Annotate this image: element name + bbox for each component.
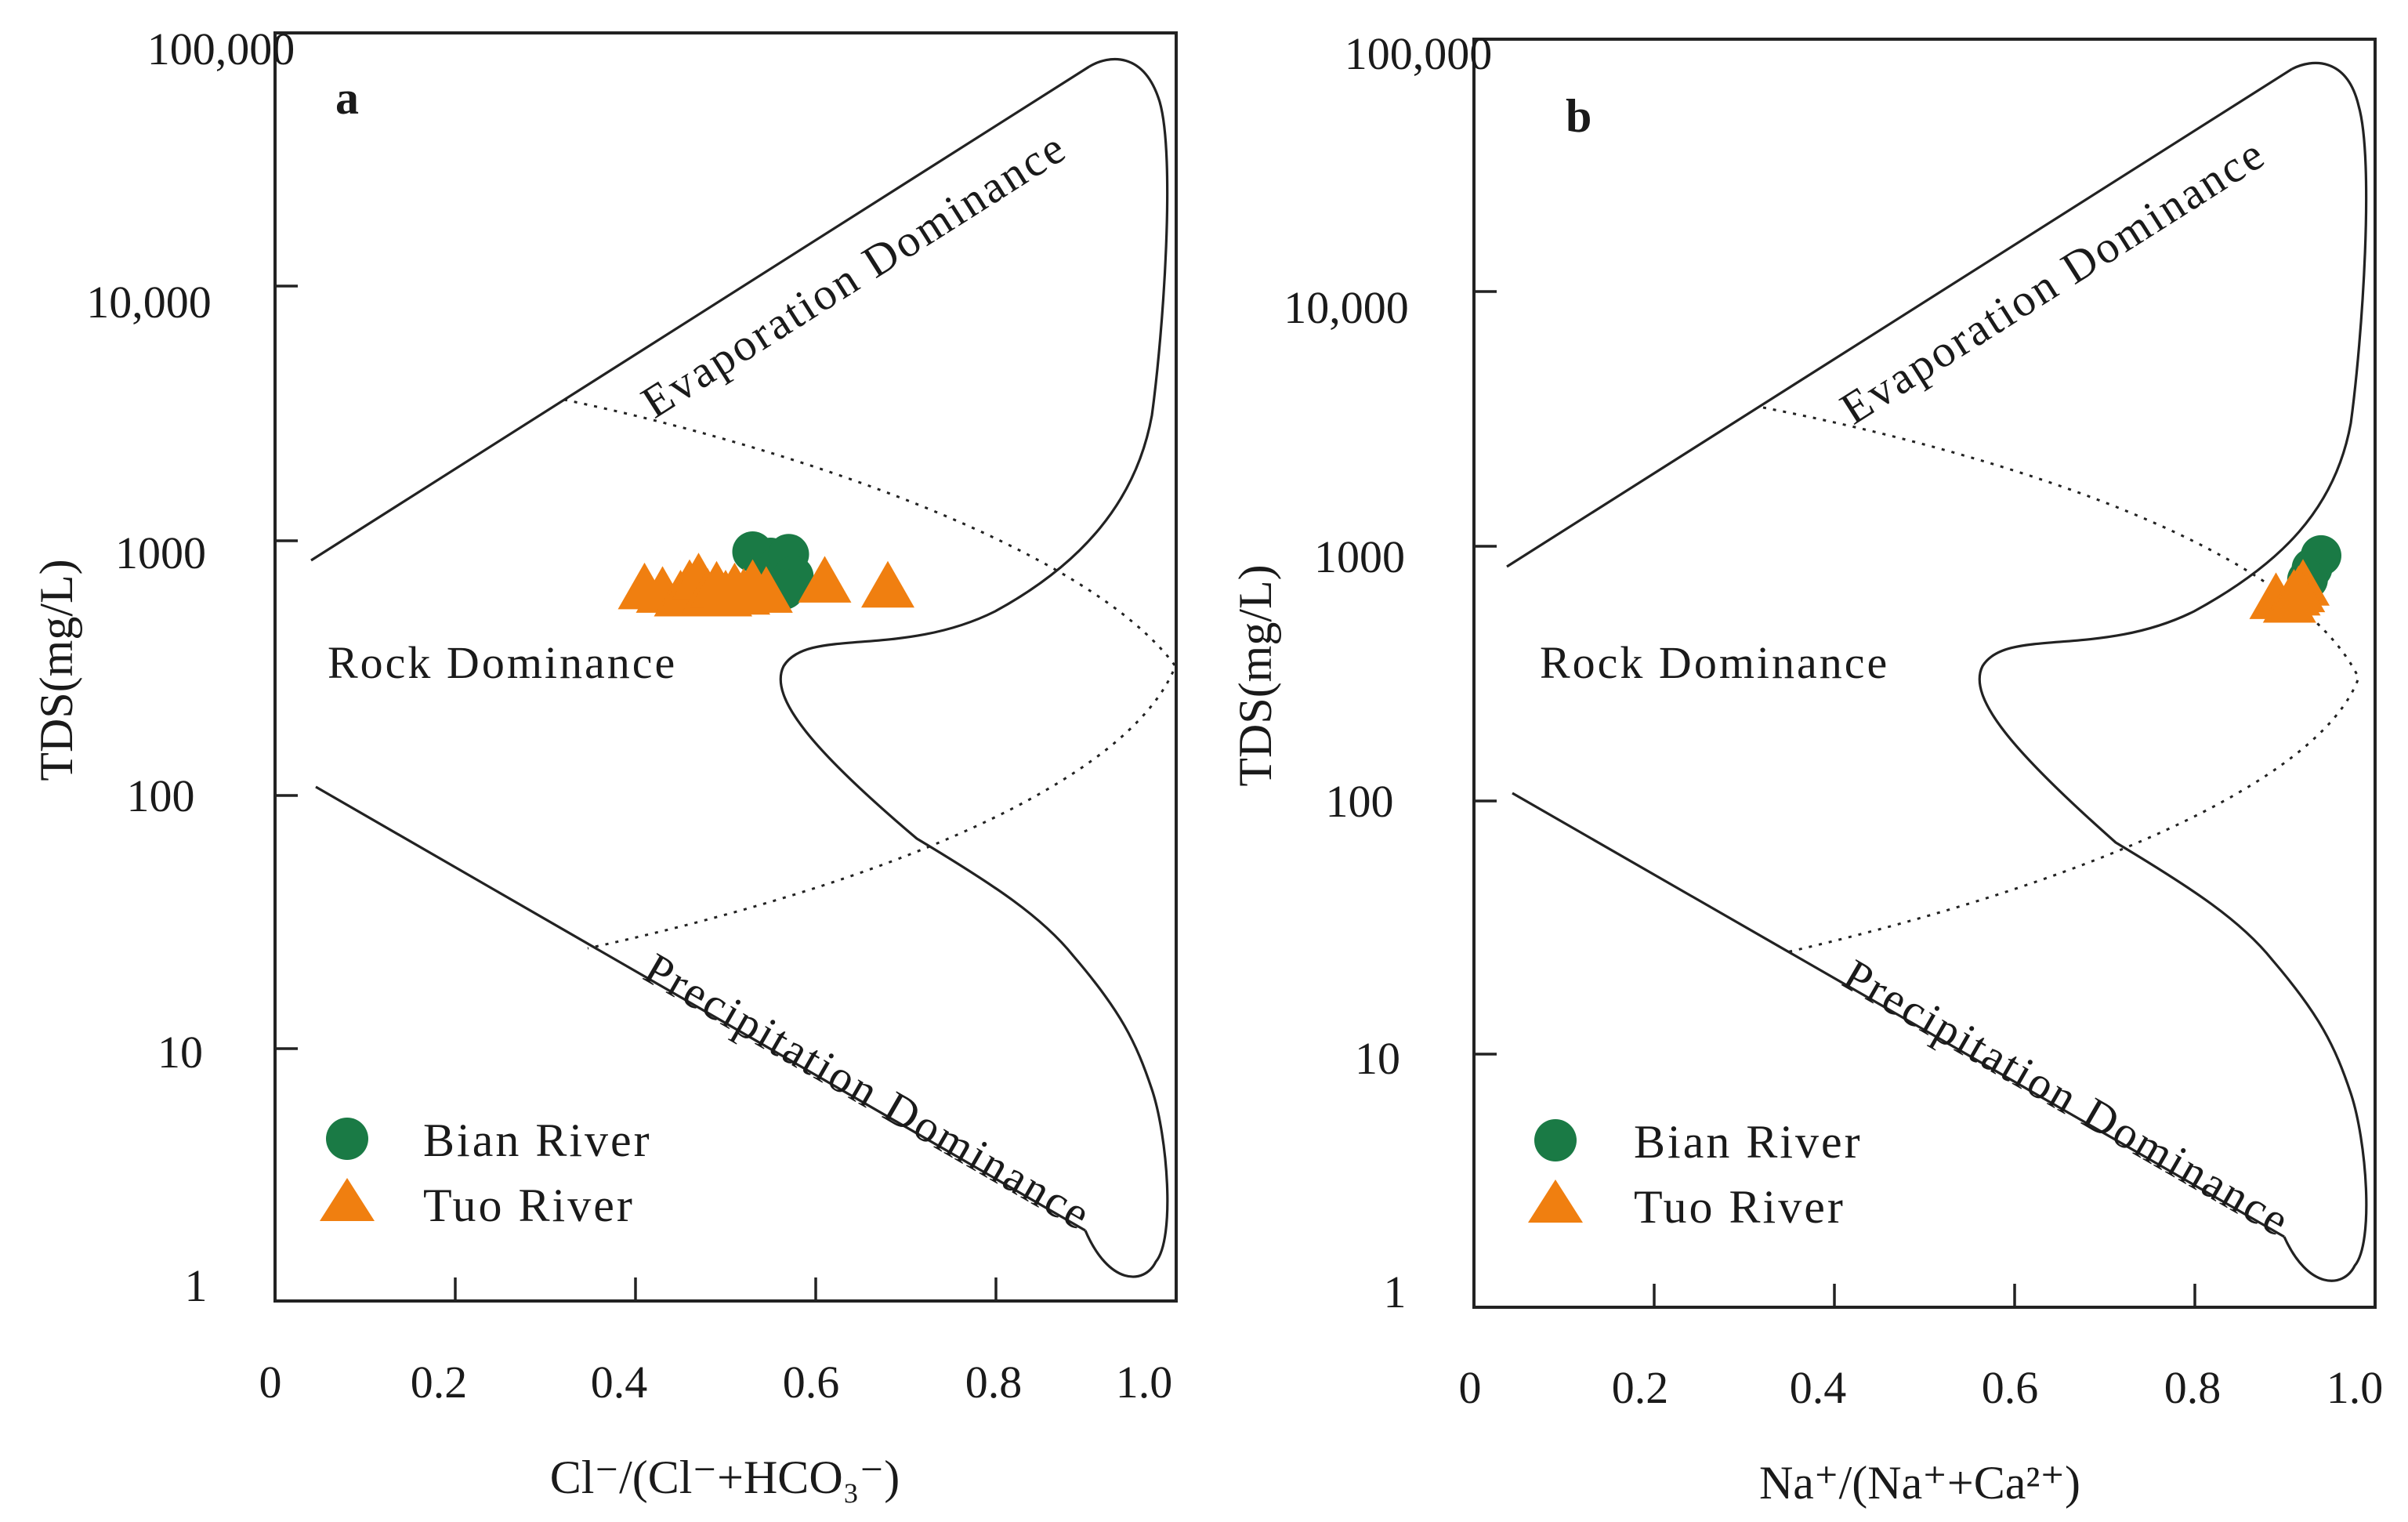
legend-tuo-marker <box>320 1178 375 1221</box>
data-points-panel-a <box>617 531 914 617</box>
y-tick-label: 1 <box>1384 1267 1407 1317</box>
legend-tuo-marker <box>1528 1180 1583 1223</box>
x-tick-label: 0 <box>259 1357 282 1408</box>
y-axis-title: TDS(mg/L) <box>31 559 82 781</box>
y-tick-label: 100,000 <box>147 24 295 74</box>
gibbs-envelope-curve <box>1978 61 2368 1282</box>
precipitation-boundary-line <box>1512 792 2285 1238</box>
evaporation-boundary-line <box>1506 67 2293 568</box>
y-tick-label: 1000 <box>115 527 206 578</box>
x-axis-title: Cl⁻/(Cl⁻+HCO₃⁻) <box>550 1451 900 1503</box>
precipitation-dominance-label: Precipitation Dominance <box>636 943 1101 1241</box>
plot-frame <box>1472 38 2377 1309</box>
precipitation-dominance-label: Precipitation Dominance <box>1835 949 2300 1247</box>
y-tick-label: 100 <box>1326 776 1394 827</box>
y-tick-label: 100,000 <box>1345 28 1493 79</box>
y-tick-label: 10,000 <box>86 277 212 328</box>
x-tick-label: 0.6 <box>783 1357 840 1408</box>
tuo-river-point <box>2272 565 2326 613</box>
x-tick-label: 0 <box>1459 1362 1482 1413</box>
x-tick-label: 0.8 <box>2164 1362 2222 1413</box>
legend-bian-label: Bian River <box>423 1114 652 1166</box>
y-tick-label: 10 <box>158 1027 203 1078</box>
evaporation-boundary-line <box>310 65 1090 562</box>
legend-tuo-label: Tuo River <box>423 1180 635 1231</box>
y-tick-label: 10 <box>1355 1033 1400 1084</box>
rock-dominance-label: Rock Dominance <box>328 637 677 688</box>
x-tick-label: 0.8 <box>965 1357 1023 1408</box>
legend-bian-label: Bian River <box>1634 1116 1863 1168</box>
y-tick-label: 1 <box>185 1260 208 1311</box>
y-tick-label: 1000 <box>1314 531 1405 582</box>
x-tick-label: 0.4 <box>1790 1362 1847 1413</box>
gibbs-envelope-curve <box>779 57 1169 1278</box>
precipitation-boundary-line <box>315 785 1086 1232</box>
legend: Bian River Tuo River <box>1528 1116 1863 1233</box>
evaporation-dominance-label: Evaporation Dominance <box>1831 127 2274 434</box>
tuo-river-point <box>739 566 793 613</box>
tuo-river-point <box>798 556 852 603</box>
data-points-panel-b <box>2249 535 2341 623</box>
panel-label: a <box>335 72 359 124</box>
panel-a-chart: 100,000 10,000 1000 100 10 1 0 0.2 0.4 0… <box>31 24 1178 1503</box>
y-tick-label: 100 <box>127 770 195 821</box>
x-tick-label: 0.2 <box>1612 1362 1669 1413</box>
x-tick-label: 0.6 <box>1982 1362 2039 1413</box>
x-tick-label: 0.4 <box>591 1357 648 1408</box>
y-axis-title: TDS(mg/L) <box>1229 564 1281 786</box>
x-tick-label: 0.2 <box>411 1357 468 1408</box>
tuo-river-point <box>861 560 914 608</box>
y-tick-label: 10,000 <box>1284 282 1409 333</box>
panel-label: b <box>1566 90 1591 142</box>
legend-tuo-label: Tuo River <box>1634 1181 1845 1233</box>
x-axis-title: Na⁺/(Na⁺+Ca²⁺) <box>1759 1457 2080 1509</box>
rock-dominance-label: Rock Dominance <box>1540 637 1889 688</box>
legend-bian-marker <box>1534 1119 1577 1161</box>
panel-b-chart: 100,000 10,000 1000 100 10 1 0 0.2 0.4 0… <box>1229 28 2383 1509</box>
plot-frame <box>273 31 1178 1303</box>
evaporation-dominance-label: Evaporation Dominance <box>632 121 1075 428</box>
legend: Bian River Tuo River <box>320 1114 652 1231</box>
legend-bian-marker <box>326 1118 368 1160</box>
x-tick-label: 1.0 <box>1116 1357 1173 1408</box>
x-tick-label: 1.0 <box>2327 1362 2384 1413</box>
